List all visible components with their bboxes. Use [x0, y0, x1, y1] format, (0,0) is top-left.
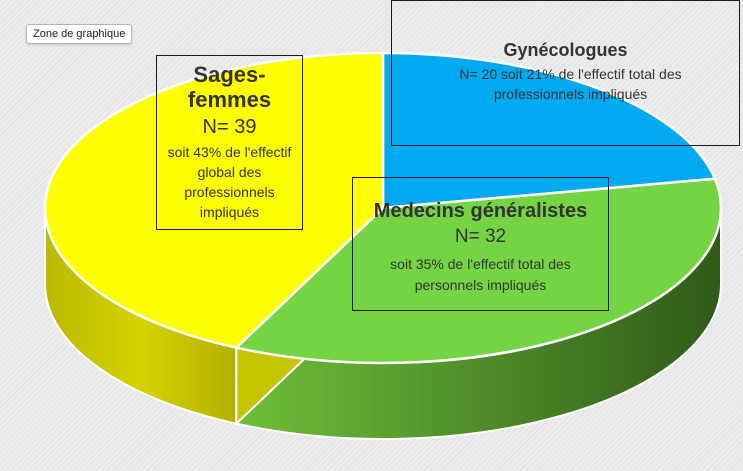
- pie-slice-sages-femmes[interactable]: [43, 51, 385, 349]
- chart-area-tooltip: Zone de graphique: [26, 24, 133, 44]
- label-medecins-desc: soit 35% de l'effectif total des personn…: [390, 256, 571, 293]
- pie-slices: [43, 51, 723, 440]
- data-label-medecins-generalistes[interactable]: Medecins généralistes N= 32 soit 35% de …: [352, 177, 609, 311]
- data-label-gynecologues[interactable]: Gynécologues N= 20 soit 21% de l'effecti…: [391, 0, 740, 146]
- label-gynecologues-name: Gynécologues: [503, 40, 628, 60]
- label-medecins-name: Medecins généralistes: [373, 200, 588, 222]
- data-label-sages-femmes[interactable]: Sages-femmes N= 39 soit 43% de l'effecti…: [156, 55, 303, 230]
- label-gynecologues-desc: N= 20 soit 21% de l'effectif total des p…: [459, 66, 682, 102]
- label-sages-femmes-desc: soit 43% de l'effectif global des profes…: [167, 144, 292, 220]
- label-sages-femmes-name: Sages-femmes: [187, 62, 272, 112]
- pie-slice-medecins-generalistes[interactable]: [235, 177, 723, 365]
- pie-slice-gynecologues[interactable]: [381, 51, 717, 210]
- label-sages-femmes-n: N= 39: [202, 116, 257, 138]
- label-medecins-n: N= 32: [454, 226, 507, 247]
